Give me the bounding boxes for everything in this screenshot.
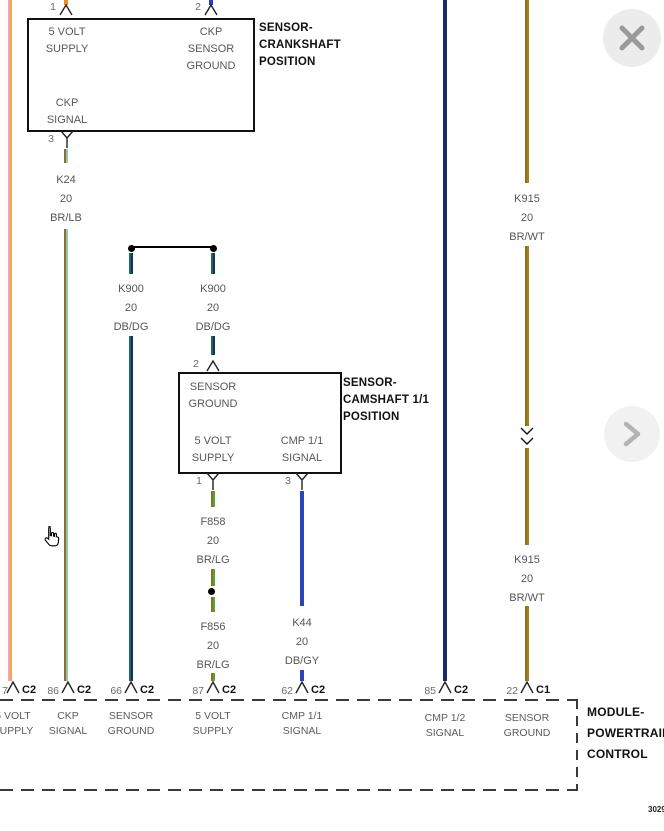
module-pin-label: SENSOR GROUND — [503, 712, 551, 739]
splice-bus-line — [131, 246, 213, 248]
module-pin-number: 87 — [192, 685, 204, 697]
module-pin-label: CKP SIGNAL — [48, 710, 88, 737]
wire-k900-left-stub — [129, 253, 133, 274]
wire-continuation-chevrons-icon — [520, 427, 534, 447]
crank-supply-label: 5 VOLT SUPPLY — [45, 26, 89, 55]
wire-label-k900-left: K900 20 DB/DG — [113, 283, 149, 333]
module-pin-connector: C2 — [140, 684, 155, 696]
module-pin-connector: C1 — [536, 684, 551, 696]
module-pin-label: CMP 1/2 SIGNAL — [424, 712, 466, 739]
cam-pin1-number: 1 — [196, 475, 202, 487]
module-pin-label: CMP 1/1 SIGNAL — [281, 710, 323, 737]
cam-ground-label: SENSOR GROUND — [188, 381, 238, 410]
connector-terminal-icon — [124, 681, 138, 694]
wire-f858-lower-stub — [211, 569, 215, 586]
module-pin-connector: C2 — [222, 684, 237, 696]
wire-cmp12-signal — [443, 0, 447, 681]
cam-pin2-number: 2 — [193, 358, 199, 370]
crankshaft-sensor-title: SENSOR- CRANKSHAFT POSITION — [259, 22, 341, 68]
wire-f856-stub — [211, 597, 215, 612]
wire-label-k915-upper: K915 20 BR/WT — [509, 193, 545, 243]
wire-k915-seg1 — [525, 0, 529, 183]
connector-terminal-icon — [6, 681, 20, 694]
module-pin-connector: C2 — [311, 684, 326, 696]
next-button[interactable] — [604, 406, 660, 462]
wire-k900-to-module — [129, 336, 133, 681]
module-pin-number: 62 — [281, 685, 293, 697]
splice-dot — [210, 245, 217, 252]
module-pin-connector: C2 — [77, 684, 92, 696]
crank-signal-label: CKP SIGNAL — [46, 97, 88, 126]
wire-f858-stub — [211, 491, 215, 507]
module-pin-number: 86 — [47, 685, 59, 697]
module-boundary-bottom — [0, 789, 578, 791]
module-boundary-top — [0, 699, 578, 701]
module-pin-number: 22 — [506, 685, 518, 697]
connector-terminal-icon — [206, 681, 220, 694]
crank-pin3-number: 3 — [48, 133, 54, 145]
wire-k44 — [300, 491, 304, 606]
wire-k900-right-stub — [211, 253, 215, 274]
wire-k24 — [64, 229, 68, 681]
connector-terminal-icon — [59, 4, 73, 16]
module-pin-number: 7 — [2, 685, 8, 697]
chevron-right-icon — [621, 421, 643, 447]
wire-k915-seg3 — [525, 448, 529, 545]
wire-k44-to-module — [300, 670, 304, 681]
crank-pin2-number: 2 — [195, 1, 201, 13]
wire-5v-supply-left — [8, 0, 12, 681]
wire-crank-pin2-stub — [209, 0, 213, 5]
module-pin-connector: C2 — [22, 684, 37, 696]
page-code: 30294 — [648, 805, 664, 814]
module-pin-connector: C2 — [454, 684, 469, 696]
cam-supply-label: 5 VOLT SUPPLY — [191, 435, 235, 464]
wire-k900-to-cam-sensor — [211, 336, 215, 355]
cursor-pointer — [42, 525, 63, 550]
wire-k24-stub — [64, 149, 68, 163]
module-pin-number: 85 — [424, 685, 436, 697]
connector-terminal-icon — [60, 130, 74, 149]
wire-crank-pin1-stub — [64, 0, 68, 5]
crankshaft-sensor-box — [27, 18, 255, 132]
wire-label-k915-lower: K915 20 BR/WT — [509, 554, 545, 604]
module-title: MODULE- POWERTRAIN CONTROL — [587, 705, 664, 761]
wire-f856-to-module — [211, 673, 215, 681]
wire-label-k900-right: K900 20 DB/DG — [195, 283, 231, 333]
wire-label-k44: K44 20 DB/GY — [284, 617, 320, 667]
wire-label-f858: F858 20 BR/LG — [196, 516, 230, 566]
wire-label-f856: F856 20 BR/LG — [196, 621, 230, 671]
module-pin-number: 66 — [110, 685, 122, 697]
module-pin-label: SENSOR GROUND — [107, 710, 155, 737]
connector-terminal-icon — [206, 360, 220, 372]
wire-k915-seg2 — [525, 246, 529, 426]
camshaft-sensor-box — [178, 372, 342, 474]
splice-dot — [128, 245, 135, 252]
connector-terminal-icon — [438, 681, 452, 694]
splice-dot — [208, 588, 215, 595]
connector-terminal-icon — [204, 4, 218, 16]
crank-ground-label: CKP SENSOR GROUND — [186, 26, 236, 72]
connector-terminal-icon — [295, 472, 309, 491]
camshaft-sensor-title: SENSOR- CAMSHAFT 1/1 POSITION — [343, 377, 430, 423]
connector-terminal-icon — [520, 681, 534, 694]
wire-label-k24: K24 20 BR/LB — [50, 174, 82, 224]
connector-terminal-icon — [206, 472, 220, 491]
cam-signal-label: CMP 1/1 SIGNAL — [280, 435, 324, 464]
close-icon — [618, 24, 646, 52]
connector-terminal-icon — [61, 681, 75, 694]
crank-pin1-number: 1 — [50, 1, 56, 13]
module-boundary-right — [576, 699, 578, 791]
cam-pin3-number: 3 — [285, 475, 291, 487]
close-button[interactable] — [603, 9, 661, 67]
connector-terminal-icon — [295, 681, 309, 694]
wire-k915-to-module — [525, 606, 529, 681]
